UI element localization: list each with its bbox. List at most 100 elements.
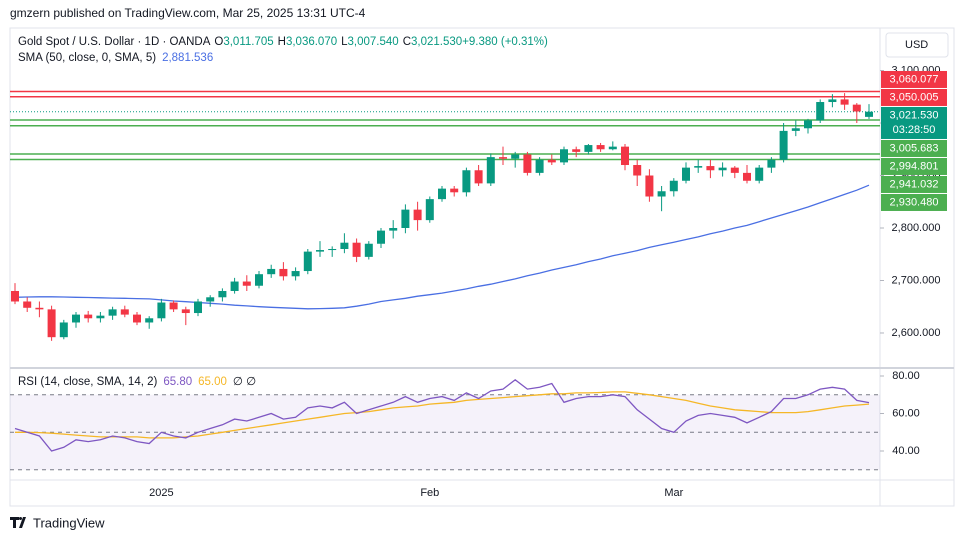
candle-body (303, 251, 312, 272)
footer-brand: TradingView (33, 515, 105, 530)
level-price-box (881, 175, 947, 193)
rsi-value: 65.80 (163, 376, 192, 388)
candle-body (218, 290, 227, 298)
candle-body (108, 309, 117, 316)
level-price-label: 3,050.005 (890, 91, 939, 103)
candle-body (206, 297, 215, 302)
candle-body (462, 170, 471, 193)
rsi-value: 65.00 (198, 376, 227, 388)
candle-body (779, 130, 788, 160)
footer-logo (10, 517, 26, 528)
candle-body (743, 172, 751, 181)
last-price-box (881, 106, 947, 139)
level-price-box (881, 88, 947, 106)
y-tick-label: 2,600.000 (892, 327, 941, 339)
legend-value: 3,021.530 (411, 36, 462, 48)
candle-body (523, 154, 532, 173)
candle-body (645, 175, 654, 197)
candle-body (450, 188, 459, 193)
candle-body (364, 243, 373, 257)
candle-body (596, 145, 605, 150)
level-price-box (881, 193, 947, 211)
candle-body (377, 230, 385, 244)
rsi-line (15, 391, 870, 439)
level-price-label: 2,994.801 (890, 160, 939, 172)
candle-body (316, 250, 324, 252)
legend-value: 3,036.070 (286, 36, 337, 48)
candle-body (59, 322, 68, 338)
candle-body (718, 167, 727, 171)
candle-body (255, 274, 263, 286)
candle-body (840, 99, 849, 105)
candle-body (694, 166, 703, 168)
candle-body (425, 199, 434, 221)
candle-body (657, 191, 666, 197)
candle-body (230, 281, 239, 291)
rsi-legend: RSI (14, close, SMA, 14, 2) 65.80 65.00 ∅ ∅ (18, 376, 256, 388)
candle-body (633, 165, 642, 176)
level-price-box (881, 139, 947, 157)
candle-body (804, 120, 812, 129)
chart-frame (9, 27, 955, 507)
rsi-title: RSI (14, close, SMA, 14, 2) (18, 376, 158, 388)
rsi-na: ∅ ∅ (233, 376, 256, 388)
candle-body (584, 145, 593, 152)
countdown-label: 03:28:50 (893, 124, 936, 136)
candle-body (767, 159, 776, 168)
candle-body (828, 99, 837, 103)
currency-box[interactable] (885, 32, 949, 58)
candle-body (791, 128, 800, 131)
candle-body (865, 111, 873, 117)
candle-body (572, 149, 581, 152)
candle-body (267, 268, 276, 275)
candle-body (389, 227, 398, 231)
candle-body (669, 180, 678, 192)
legend-key: L (341, 36, 348, 48)
legend-title: Gold Spot / U.S. Dollar · 1D · OANDA (18, 36, 211, 48)
candle-body (352, 242, 361, 257)
candle-body (499, 157, 507, 159)
candle-body (242, 281, 251, 286)
y-tick-label: 2,700.000 (892, 274, 941, 286)
sma-line (14, 184, 870, 310)
candle-body (145, 318, 154, 323)
level-price-label: 2,930.480 (890, 196, 939, 208)
candle-body (169, 302, 178, 310)
y-tick-label: 60.00 (892, 407, 920, 419)
candle-body (328, 248, 337, 251)
candle-body (72, 314, 80, 323)
candle-body (157, 302, 166, 319)
level-price-label: 3,060.077 (890, 73, 939, 85)
candle-body (682, 167, 690, 181)
y-tick-label: 80.00 (892, 370, 920, 382)
candle-body (438, 188, 446, 200)
x-tick-label: 2025 (149, 487, 173, 499)
x-tick-label: Feb (420, 487, 439, 499)
y-tick-label: 2,800.000 (892, 222, 941, 234)
candle-body (511, 154, 520, 159)
candle-body (608, 146, 617, 150)
candle-body (706, 166, 715, 171)
candle-body (279, 268, 288, 277)
candle-body (547, 159, 556, 163)
x-tick-label: Mar (664, 487, 683, 499)
legend-value: +9.380 (+0.31%) (462, 36, 548, 48)
candle-body (84, 314, 93, 319)
candle-body (194, 301, 202, 314)
candle-body (474, 170, 483, 184)
candle-body (11, 290, 19, 302)
candle-body (486, 157, 495, 184)
candle-body (35, 307, 44, 310)
candle-body (120, 309, 129, 315)
currency: USD (905, 39, 928, 51)
candle-body (852, 104, 861, 112)
publisher-line: gmzern published on TradingView.com, Mar… (10, 6, 366, 20)
legend-main: Gold Spot / U.S. Dollar · 1D · OANDA O3,0… (18, 36, 548, 48)
candle-body (401, 209, 410, 228)
rsi-line (14, 378, 870, 452)
level-price-label: 2,941.032 (890, 178, 939, 190)
level-price-box (881, 70, 947, 88)
candle-body (413, 209, 422, 221)
